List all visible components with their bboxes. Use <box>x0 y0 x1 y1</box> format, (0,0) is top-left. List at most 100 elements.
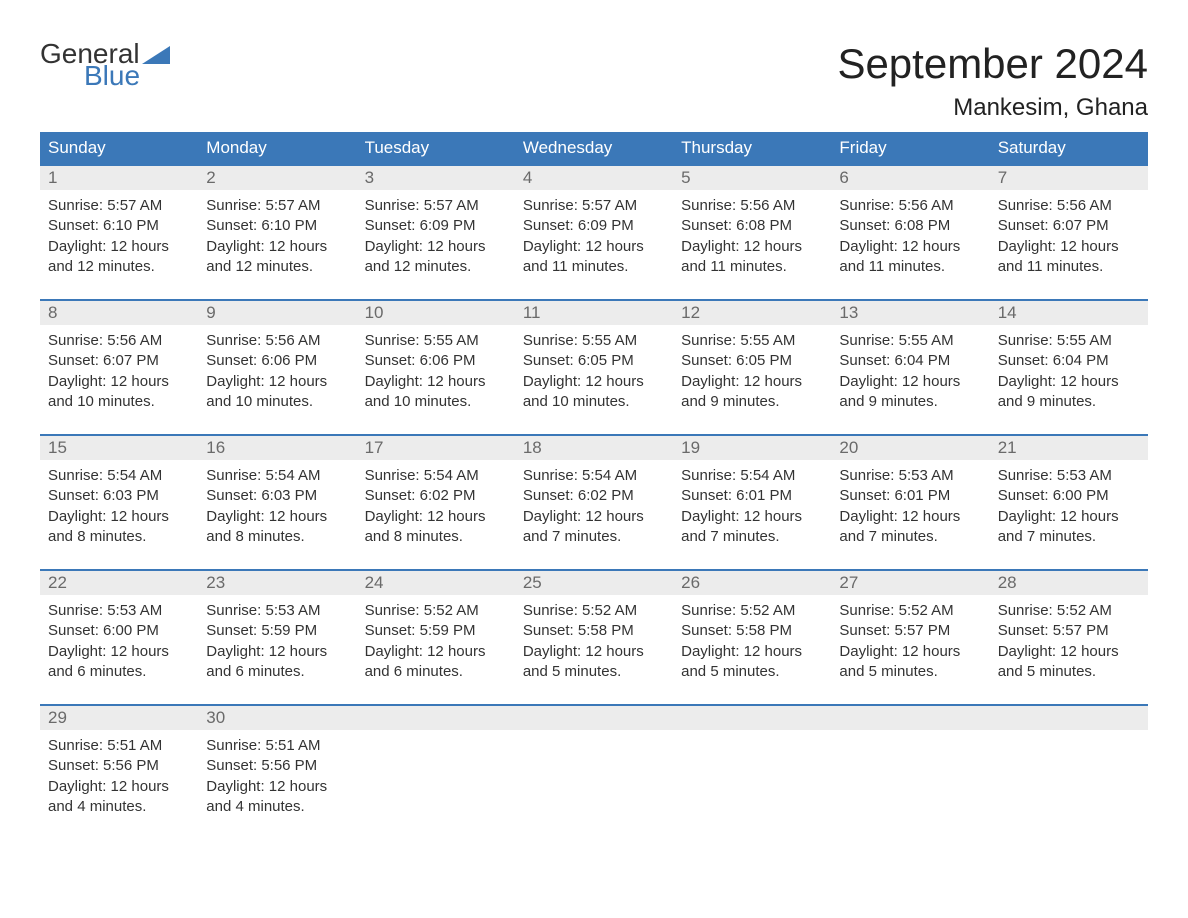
day-body: Sunrise: 5:56 AMSunset: 6:07 PMDaylight:… <box>40 325 198 416</box>
day-dl1: Daylight: 12 hours <box>206 777 348 797</box>
day-sunrise: Sunrise: 5:55 AM <box>681 331 823 351</box>
day-dl2: and 10 minutes. <box>48 392 190 412</box>
day-body <box>515 730 673 740</box>
day-dl1: Daylight: 12 hours <box>681 372 823 392</box>
day-sunrise: Sunrise: 5:54 AM <box>523 466 665 486</box>
day-body <box>673 730 831 740</box>
day-body: Sunrise: 5:52 AMSunset: 5:59 PMDaylight:… <box>357 595 515 686</box>
day-dl1: Daylight: 12 hours <box>839 237 981 257</box>
day-sunrise: Sunrise: 5:57 AM <box>523 196 665 216</box>
day-number: 23 <box>198 571 356 595</box>
day-dl1: Daylight: 12 hours <box>48 777 190 797</box>
day-cell <box>357 706 515 821</box>
day-number: 14 <box>990 301 1148 325</box>
day-cell: 22Sunrise: 5:53 AMSunset: 6:00 PMDayligh… <box>40 571 198 686</box>
day-dl2: and 12 minutes. <box>365 257 507 277</box>
day-cell: 21Sunrise: 5:53 AMSunset: 6:00 PMDayligh… <box>990 436 1148 551</box>
day-sunset: Sunset: 6:04 PM <box>998 351 1140 371</box>
day-sunset: Sunset: 5:59 PM <box>206 621 348 641</box>
day-header-sunday: Sunday <box>40 132 198 164</box>
day-cell: 14Sunrise: 5:55 AMSunset: 6:04 PMDayligh… <box>990 301 1148 416</box>
day-number <box>990 706 1148 730</box>
day-number: 16 <box>198 436 356 460</box>
day-sunrise: Sunrise: 5:56 AM <box>998 196 1140 216</box>
day-cell: 7Sunrise: 5:56 AMSunset: 6:07 PMDaylight… <box>990 166 1148 281</box>
day-number <box>357 706 515 730</box>
header: General Blue September 2024 Mankesim, Gh… <box>40 40 1148 122</box>
day-sunrise: Sunrise: 5:52 AM <box>998 601 1140 621</box>
day-body: Sunrise: 5:51 AMSunset: 5:56 PMDaylight:… <box>40 730 198 821</box>
day-body: Sunrise: 5:53 AMSunset: 5:59 PMDaylight:… <box>198 595 356 686</box>
day-sunrise: Sunrise: 5:53 AM <box>206 601 348 621</box>
day-body: Sunrise: 5:55 AMSunset: 6:04 PMDaylight:… <box>831 325 989 416</box>
day-header-thursday: Thursday <box>673 132 831 164</box>
day-body: Sunrise: 5:57 AMSunset: 6:09 PMDaylight:… <box>515 190 673 281</box>
day-sunset: Sunset: 6:10 PM <box>48 216 190 236</box>
day-number: 21 <box>990 436 1148 460</box>
day-sunset: Sunset: 5:56 PM <box>48 756 190 776</box>
day-cell: 30Sunrise: 5:51 AMSunset: 5:56 PMDayligh… <box>198 706 356 821</box>
day-cell: 16Sunrise: 5:54 AMSunset: 6:03 PMDayligh… <box>198 436 356 551</box>
day-dl2: and 7 minutes. <box>523 527 665 547</box>
week-row: 29Sunrise: 5:51 AMSunset: 5:56 PMDayligh… <box>40 704 1148 821</box>
day-number: 7 <box>990 166 1148 190</box>
day-dl1: Daylight: 12 hours <box>998 372 1140 392</box>
day-dl2: and 6 minutes. <box>206 662 348 682</box>
day-cell: 13Sunrise: 5:55 AMSunset: 6:04 PMDayligh… <box>831 301 989 416</box>
day-number: 15 <box>40 436 198 460</box>
day-number <box>831 706 989 730</box>
day-dl1: Daylight: 12 hours <box>839 507 981 527</box>
day-cell: 18Sunrise: 5:54 AMSunset: 6:02 PMDayligh… <box>515 436 673 551</box>
day-body: Sunrise: 5:53 AMSunset: 6:00 PMDaylight:… <box>40 595 198 686</box>
week-row: 8Sunrise: 5:56 AMSunset: 6:07 PMDaylight… <box>40 299 1148 416</box>
day-dl2: and 6 minutes. <box>365 662 507 682</box>
day-header-monday: Monday <box>198 132 356 164</box>
day-body <box>990 730 1148 740</box>
day-body <box>831 730 989 740</box>
day-dl1: Daylight: 12 hours <box>681 237 823 257</box>
day-sunset: Sunset: 5:57 PM <box>998 621 1140 641</box>
day-dl1: Daylight: 12 hours <box>48 237 190 257</box>
day-body <box>357 730 515 740</box>
day-sunrise: Sunrise: 5:53 AM <box>998 466 1140 486</box>
day-dl1: Daylight: 12 hours <box>206 372 348 392</box>
day-number <box>515 706 673 730</box>
day-sunset: Sunset: 6:00 PM <box>48 621 190 641</box>
day-dl1: Daylight: 12 hours <box>681 507 823 527</box>
day-dl2: and 11 minutes. <box>839 257 981 277</box>
day-body: Sunrise: 5:54 AMSunset: 6:03 PMDaylight:… <box>198 460 356 551</box>
day-number: 5 <box>673 166 831 190</box>
day-sunset: Sunset: 6:10 PM <box>206 216 348 236</box>
day-body: Sunrise: 5:55 AMSunset: 6:06 PMDaylight:… <box>357 325 515 416</box>
day-sunrise: Sunrise: 5:54 AM <box>365 466 507 486</box>
day-number: 2 <box>198 166 356 190</box>
day-body: Sunrise: 5:52 AMSunset: 5:57 PMDaylight:… <box>831 595 989 686</box>
day-sunrise: Sunrise: 5:57 AM <box>365 196 507 216</box>
day-dl2: and 5 minutes. <box>523 662 665 682</box>
day-dl1: Daylight: 12 hours <box>998 237 1140 257</box>
day-sunset: Sunset: 6:06 PM <box>206 351 348 371</box>
day-dl2: and 10 minutes. <box>523 392 665 412</box>
day-body: Sunrise: 5:56 AMSunset: 6:08 PMDaylight:… <box>831 190 989 281</box>
day-sunset: Sunset: 6:04 PM <box>839 351 981 371</box>
day-sunrise: Sunrise: 5:52 AM <box>365 601 507 621</box>
day-number: 22 <box>40 571 198 595</box>
day-cell <box>831 706 989 821</box>
day-dl2: and 11 minutes. <box>998 257 1140 277</box>
day-cell: 10Sunrise: 5:55 AMSunset: 6:06 PMDayligh… <box>357 301 515 416</box>
day-dl2: and 4 minutes. <box>48 797 190 817</box>
day-cell: 17Sunrise: 5:54 AMSunset: 6:02 PMDayligh… <box>357 436 515 551</box>
day-cell: 20Sunrise: 5:53 AMSunset: 6:01 PMDayligh… <box>831 436 989 551</box>
logo: General Blue <box>40 40 170 90</box>
day-dl2: and 7 minutes. <box>839 527 981 547</box>
day-number: 18 <box>515 436 673 460</box>
day-header-tuesday: Tuesday <box>357 132 515 164</box>
day-dl1: Daylight: 12 hours <box>48 642 190 662</box>
day-dl2: and 5 minutes. <box>998 662 1140 682</box>
day-cell: 29Sunrise: 5:51 AMSunset: 5:56 PMDayligh… <box>40 706 198 821</box>
day-body: Sunrise: 5:51 AMSunset: 5:56 PMDaylight:… <box>198 730 356 821</box>
calendar: Sunday Monday Tuesday Wednesday Thursday… <box>40 132 1148 821</box>
day-cell: 9Sunrise: 5:56 AMSunset: 6:06 PMDaylight… <box>198 301 356 416</box>
day-dl1: Daylight: 12 hours <box>681 642 823 662</box>
day-dl2: and 11 minutes. <box>523 257 665 277</box>
